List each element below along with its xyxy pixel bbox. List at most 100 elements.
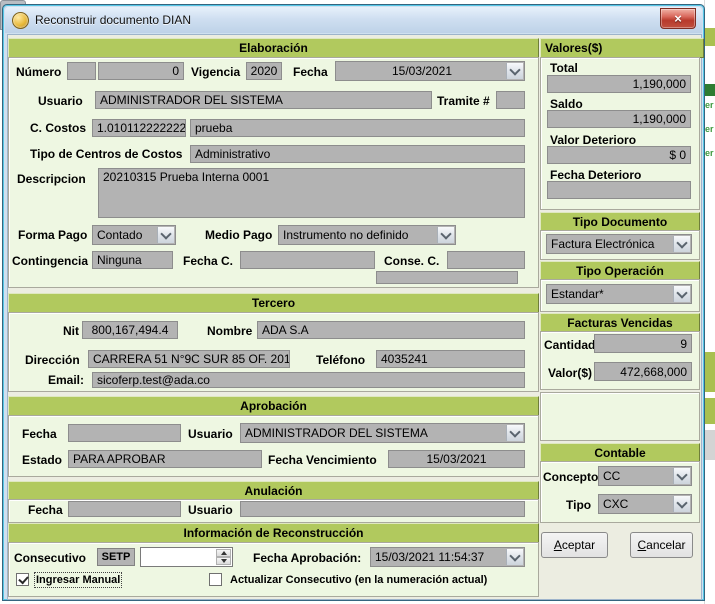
numero-field[interactable]: 0	[98, 62, 184, 80]
medio-pago-value: Instrumento no definido	[283, 228, 409, 242]
close-icon: ×	[674, 11, 682, 26]
tipo-documento-combobox[interactable]: Factura Electrónica	[546, 234, 692, 254]
valor-facturas-field[interactable]: 472,668,000	[594, 362, 692, 381]
fecha-aprobacion-combobox[interactable]: 15/03/2021 11:54:37	[370, 547, 525, 567]
chevron-down-icon[interactable]	[673, 496, 690, 512]
ccostos-label: C. Costos	[30, 121, 87, 135]
actualizar-consecutivo-label[interactable]: Actualizar Consecutivo (en la numeración…	[230, 574, 488, 586]
fecha-c-field[interactable]	[240, 251, 375, 269]
fecha-combobox[interactable]: 15/03/2021	[335, 61, 525, 81]
chevron-down-icon[interactable]	[506, 549, 523, 565]
ccostos-code-field[interactable]: 1.010112222222	[92, 119, 186, 137]
chevron-down-icon[interactable]	[506, 63, 523, 79]
anulacion-fecha-field[interactable]	[68, 501, 181, 517]
descripcion-label: Descripcion	[17, 172, 86, 186]
section-header-elaboracion: Elaboración	[8, 38, 539, 58]
setp-button[interactable]: SETP	[97, 548, 135, 566]
background-text-fragment: er	[705, 148, 714, 158]
saldo-label: Saldo	[550, 97, 583, 111]
ccostos-desc-field[interactable]: prueba	[190, 119, 525, 137]
spinner-down-icon[interactable]	[216, 557, 231, 565]
section-header-tipo-operacion: Tipo Operación	[540, 261, 700, 280]
valor-deterioro-label: Valor Deterioro	[550, 133, 637, 147]
fecha-value: 15/03/2021	[391, 64, 453, 78]
fecha-deterioro-field[interactable]	[547, 181, 691, 199]
title-bar[interactable]: Reconstruir documento DIAN	[5, 7, 702, 33]
fecha-vencimiento-field[interactable]: 15/03/2021	[388, 450, 525, 468]
chevron-down-icon[interactable]	[506, 425, 523, 441]
telefono-field[interactable]: 4035241	[376, 350, 525, 368]
fecha-c-label: Fecha C.	[183, 254, 234, 268]
section-title: Tercero	[251, 296, 296, 310]
usuario-field[interactable]: ADMINISTRADOR DEL SISTEMA	[95, 91, 432, 109]
estado-label: Estado	[22, 453, 63, 467]
fecha-aprobacion-value: 15/03/2021 11:54:37	[375, 550, 485, 564]
background-green-block	[705, 28, 715, 46]
consecutivo-spinner[interactable]	[140, 547, 233, 567]
valor-deterioro-field[interactable]: $ 0	[547, 146, 691, 164]
section-title: Facturas Vencidas	[567, 315, 673, 330]
anulacion-fecha-label: Fecha	[28, 503, 63, 517]
close-button[interactable]: ×	[660, 8, 696, 29]
tipo-operacion-combobox[interactable]: Estandar*	[546, 284, 692, 304]
tipo-contable-label: Tipo	[566, 498, 592, 512]
anulacion-usuario-field[interactable]	[240, 501, 525, 517]
forma-pago-combobox[interactable]: Contado	[92, 225, 176, 245]
chevron-down-icon[interactable]	[157, 227, 174, 243]
concepto-value: CC	[603, 469, 621, 483]
section-header-valores: Valores($)	[540, 38, 704, 58]
ingresar-manual-checkbox[interactable]	[16, 573, 29, 586]
section-title: Aprobación	[240, 399, 307, 413]
conse-c-field[interactable]	[447, 251, 525, 269]
chevron-down-icon[interactable]	[437, 227, 454, 243]
email-field[interactable]: sicoferp.test@ada.co	[92, 372, 525, 388]
chevron-down-icon[interactable]	[673, 286, 690, 302]
concepto-combobox[interactable]: CC	[598, 466, 692, 486]
spinner-up-icon[interactable]	[216, 549, 231, 557]
telefono-label: Teléfono	[316, 353, 366, 367]
direccion-label: Dirección	[25, 353, 80, 367]
background-green-block	[705, 352, 715, 392]
cantidad-field[interactable]: 9	[594, 334, 692, 353]
background-green-block	[705, 398, 715, 424]
section-title: Tipo Operación	[576, 263, 664, 278]
section-header-reconstruccion: Información de Reconstrucción	[8, 523, 539, 543]
section-header-tercero: Tercero	[8, 293, 539, 313]
nit-label: Nit	[63, 324, 79, 338]
saldo-field[interactable]: 1,190,000	[547, 110, 691, 128]
contingencia-label: Contingencia	[12, 254, 89, 268]
nombre-field[interactable]: ADA S.A	[257, 321, 525, 339]
numero-prefix-field[interactable]	[67, 62, 96, 80]
direccion-field[interactable]: CARRERA 51 N°9C SUR 85 OF. 201	[88, 350, 290, 368]
tramite-field[interactable]	[496, 91, 525, 109]
nombre-label: Nombre	[207, 324, 253, 338]
conse-c-extra-field[interactable]	[376, 271, 518, 284]
cancelar-button[interactable]: Cancelar	[630, 532, 693, 558]
chevron-down-icon[interactable]	[673, 236, 690, 252]
background-text-fragment: er	[705, 100, 714, 110]
actualizar-consecutivo-checkbox[interactable]	[209, 573, 222, 586]
medio-pago-label: Medio Pago	[205, 228, 273, 242]
aceptar-button[interactable]: Aceptar	[541, 532, 608, 558]
tipo-contable-combobox[interactable]: CXC	[598, 494, 692, 514]
section-title: Elaboración	[239, 41, 308, 55]
aprobacion-usuario-combobox[interactable]: ADMINISTRADOR DEL SISTEMA	[240, 423, 525, 443]
total-label: Total	[550, 61, 578, 75]
contingencia-field[interactable]: Ninguna	[92, 251, 173, 269]
section-title: Valores($)	[545, 41, 603, 55]
aprobacion-fecha-field[interactable]	[68, 424, 181, 442]
check-icon	[18, 573, 29, 585]
section-title: Anulación	[244, 483, 303, 498]
ingresar-manual-label[interactable]: Ingresar Manual	[33, 572, 123, 588]
section-header-aprobacion: Aprobación	[8, 396, 539, 416]
estado-field[interactable]: PARA APROBAR	[68, 450, 262, 468]
nit-field[interactable]: 800,167,494.4	[82, 321, 178, 339]
vigencia-field[interactable]: 2020	[246, 62, 282, 80]
chevron-down-icon[interactable]	[673, 468, 690, 484]
descripcion-textarea[interactable]: 20210315 Prueba Interna 0001	[98, 168, 525, 218]
total-field[interactable]: 1,190,000	[547, 75, 691, 93]
medio-pago-combobox[interactable]: Instrumento no definido	[278, 225, 456, 245]
tipocc-field[interactable]: Administrativo	[190, 145, 525, 163]
numero-label: Número	[16, 65, 62, 79]
window-title: Reconstruir documento DIAN	[35, 13, 192, 27]
